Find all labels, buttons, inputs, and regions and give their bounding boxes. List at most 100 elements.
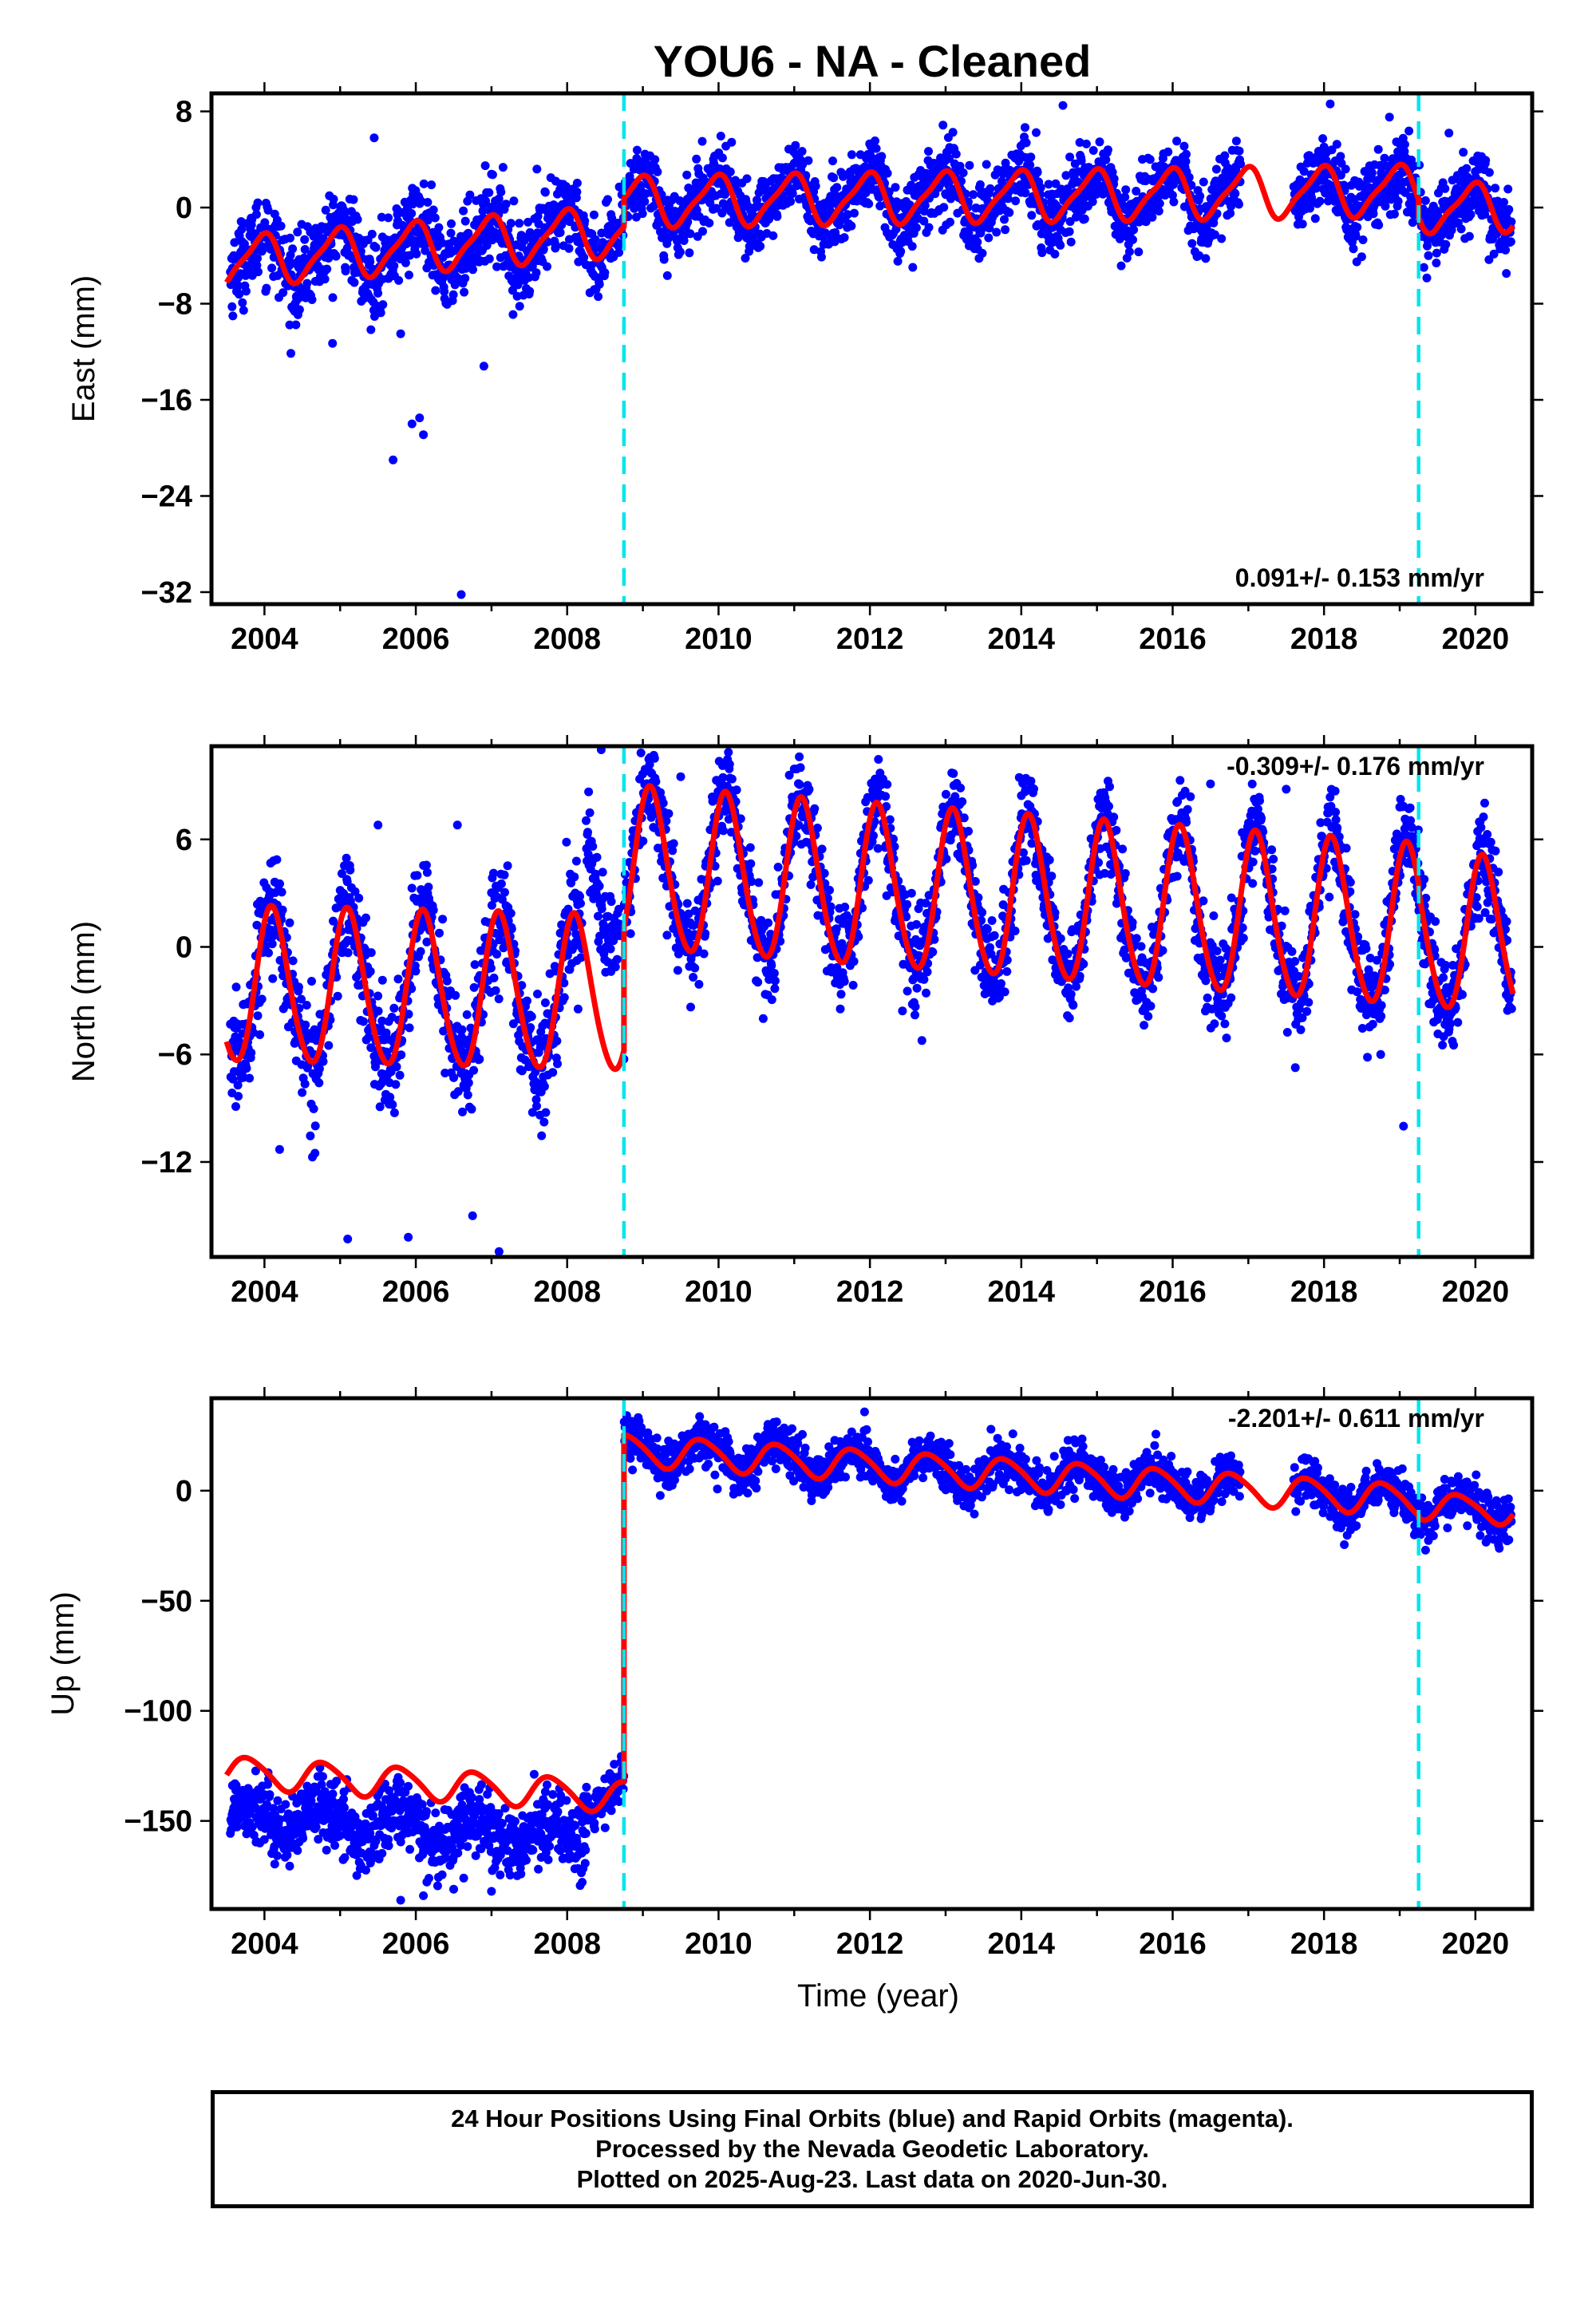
north-data-point [612, 954, 622, 964]
north-data-point [849, 957, 859, 966]
east-data-point [389, 261, 399, 271]
north-data-point [527, 1012, 536, 1022]
east-data-point [1336, 171, 1345, 180]
north-data-point [863, 875, 873, 885]
east-data-point [948, 128, 958, 137]
east-outlier-point [415, 413, 425, 423]
east-data-point [1044, 180, 1053, 189]
east-data-point [1128, 235, 1137, 244]
north-data-point [288, 956, 298, 966]
east-data-point [373, 288, 383, 298]
north-data-point [636, 748, 646, 757]
east-data-point [394, 275, 404, 285]
north-data-point [764, 918, 773, 927]
north-data-point [874, 755, 883, 764]
north-data-point [770, 976, 780, 986]
north-data-point [494, 994, 504, 1004]
east-data-point [1235, 146, 1244, 156]
east-outlier-point [479, 362, 488, 371]
east-data-point [508, 310, 518, 319]
east-data-point [1201, 254, 1211, 263]
east-data-point [447, 219, 456, 228]
east-data-point [1199, 177, 1208, 187]
east-frame [209, 91, 1535, 607]
east-data-point [1217, 234, 1227, 243]
north-data-point [836, 1004, 845, 1014]
y-tick-label: 8 [176, 96, 192, 129]
north-data-point [492, 950, 502, 959]
east-data-point [1163, 147, 1173, 156]
east-data-point [478, 206, 488, 215]
east-data-point [1447, 225, 1456, 235]
north-data-point [941, 789, 950, 799]
east-data-point [321, 205, 330, 215]
east-outlier-point [396, 329, 405, 338]
east-data-point [1182, 149, 1191, 159]
north-data-point [907, 888, 916, 898]
x-tick-label: 2016 [1139, 622, 1207, 656]
east-data-point [1132, 187, 1141, 196]
east-data-point [460, 287, 469, 297]
east-data-point [1121, 185, 1131, 195]
east-data-point [924, 223, 934, 232]
east-data-point [864, 199, 874, 208]
north-data-point [746, 859, 756, 868]
north-data-point [804, 785, 814, 794]
east-data-point [603, 195, 612, 204]
north-data-point [796, 763, 805, 773]
north-data-point [469, 982, 479, 992]
north-data-point [377, 975, 387, 985]
north-data-point [912, 919, 921, 929]
north-data-point [272, 855, 282, 864]
north-data-point [958, 797, 967, 806]
east-data-point [1380, 153, 1389, 163]
east-data-point [839, 233, 849, 243]
east-data-point [401, 258, 410, 267]
north-data-point [435, 928, 444, 938]
east-data-point [1388, 154, 1397, 164]
east-data-point [1393, 196, 1403, 206]
north-data-point [532, 1101, 541, 1111]
north-data-point [231, 1102, 240, 1111]
east-data-point [1441, 239, 1451, 249]
north-data-point [912, 983, 922, 993]
east-outlier-point [1444, 128, 1454, 138]
east-data-point [965, 160, 974, 170]
x-tick-label: 2012 [836, 622, 904, 656]
east-data-point [811, 181, 820, 191]
east-data-point [1021, 138, 1031, 148]
east-data-point [893, 256, 903, 266]
north-data-point [606, 944, 615, 954]
east-data-point [488, 170, 497, 180]
east-data-point [772, 211, 782, 221]
east-data-point [1037, 248, 1047, 258]
east-data-point [366, 325, 376, 334]
north-data-point [949, 769, 958, 778]
east-data-point [650, 155, 660, 164]
north-data-point [300, 1079, 310, 1089]
east-data-point [1167, 191, 1177, 200]
east-data-point [1503, 184, 1513, 194]
east-data-point [828, 156, 837, 166]
north-data-point [278, 905, 287, 915]
east-data-point [1021, 188, 1030, 198]
east-data-point [1459, 148, 1468, 157]
east-rate-label: 0.091+/- 0.153 mm/yr [1235, 563, 1484, 592]
north-data-point [559, 993, 569, 1002]
east-data-point [430, 213, 440, 223]
east-data-point [1318, 134, 1328, 144]
east-data-point [1351, 231, 1361, 241]
north-data-point [795, 752, 804, 761]
east-outlier-point [419, 430, 429, 440]
north-data-point [413, 871, 422, 880]
east-data-point [1506, 237, 1515, 247]
east-data-point [768, 231, 778, 240]
east-data-point [1501, 245, 1511, 255]
north-data-point [310, 1121, 320, 1131]
north-data-point [583, 828, 592, 837]
north-data-point [537, 1131, 547, 1140]
north-data-point [662, 931, 672, 940]
east-data-point [1440, 184, 1450, 193]
north-data-point [451, 990, 460, 1000]
east-data-point [322, 264, 332, 274]
